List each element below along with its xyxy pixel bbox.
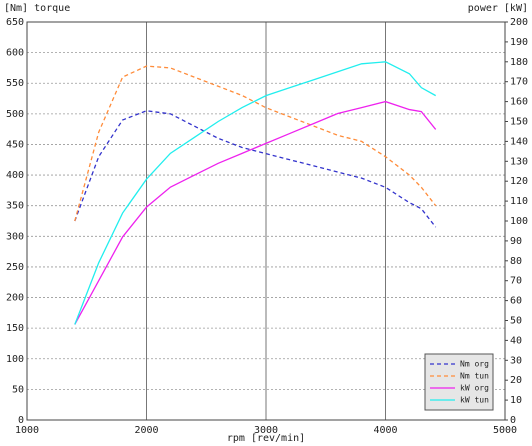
- legend-label: kW org: [460, 384, 489, 393]
- y-tick-label: 450: [6, 139, 24, 150]
- legend-label: Nm org: [460, 360, 489, 369]
- x-tick-label: 1000: [15, 425, 39, 436]
- y-axis-label: [Nm] torque: [4, 3, 70, 14]
- y-tick-label: 250: [6, 262, 24, 273]
- y2-tick-label: 130: [510, 156, 528, 167]
- y2-tick-label: 110: [510, 196, 528, 207]
- legend-label: kW tun: [460, 396, 489, 405]
- x-tick-label: 3000: [254, 425, 278, 436]
- y-tick-label: 300: [6, 231, 24, 242]
- y-tick-label: 50: [12, 384, 24, 395]
- y2-tick-label: 80: [510, 256, 522, 267]
- y2-axis-label: power [kW]: [468, 3, 528, 14]
- y-tick-label: 350: [6, 201, 24, 212]
- y2-tick-label: 60: [510, 296, 522, 307]
- y2-tick-label: 120: [510, 176, 528, 187]
- legend-box: [424, 353, 494, 411]
- plot-frame: [26, 21, 506, 421]
- y-tick-label: 200: [6, 293, 24, 304]
- x-tick-label: 4000: [373, 425, 397, 436]
- y2-tick-label: 200: [510, 17, 528, 28]
- y2-tick-label: 0: [510, 415, 516, 426]
- y2-tick-label: 170: [510, 77, 528, 88]
- y-tick-label: 400: [6, 170, 24, 181]
- y2-tick-label: 150: [510, 117, 528, 128]
- y-tick-label: 650: [6, 17, 24, 28]
- line-series: [74, 65, 437, 222]
- y-tick-label: 0: [18, 415, 24, 426]
- y-tick-label: 500: [6, 109, 24, 120]
- y-tick-label: 150: [6, 323, 24, 334]
- legend-label: Nm tun: [460, 372, 489, 381]
- y2-tick-label: 50: [510, 316, 522, 327]
- y2-tick-label: 190: [510, 37, 528, 48]
- y2-tick-label: 30: [510, 355, 522, 366]
- y2-tick-label: 140: [510, 136, 528, 147]
- y2-tick-label: 20: [510, 375, 522, 386]
- y2-tick-label: 10: [510, 395, 522, 406]
- y-tick-label: 600: [6, 48, 24, 59]
- y2-tick-label: 100: [510, 216, 528, 227]
- line-series: [74, 100, 437, 325]
- y2-tick-label: 40: [510, 335, 522, 346]
- y2-tick-label: 180: [510, 57, 528, 68]
- x-tick-label: 5000: [493, 425, 517, 436]
- y2-tick-label: 90: [510, 236, 522, 247]
- line-series: [74, 110, 437, 228]
- y2-tick-label: 160: [510, 97, 528, 108]
- y-tick-label: 550: [6, 78, 24, 89]
- x-tick-label: 2000: [134, 425, 158, 436]
- y2-tick-label: 70: [510, 276, 522, 287]
- y-tick-label: 100: [6, 354, 24, 365]
- line-series: [74, 61, 437, 325]
- x-axis-label: rpm [rev/min]: [227, 433, 305, 444]
